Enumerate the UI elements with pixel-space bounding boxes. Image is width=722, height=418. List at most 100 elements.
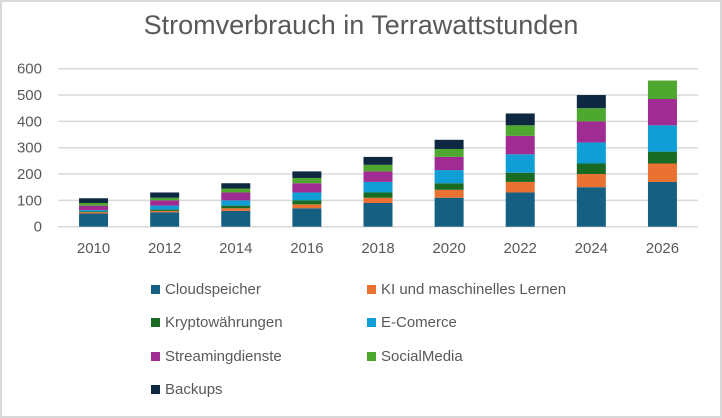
- bar-segment: [576, 95, 606, 109]
- bar-segment: [150, 209, 180, 211]
- bar-segment: [292, 208, 322, 227]
- bar-segment: [221, 205, 251, 209]
- bar-segment: [505, 172, 535, 182]
- bar-segment: [647, 80, 677, 99]
- bar-segment: [434, 139, 464, 150]
- legend-item: Kryptowährungen: [151, 313, 283, 333]
- bar-segment: [576, 108, 606, 122]
- x-tick-label: 2012: [148, 240, 181, 257]
- bar-segment: [576, 142, 606, 164]
- bar-segment: [292, 200, 322, 205]
- bar-segment: [505, 135, 535, 155]
- bar-segment: [363, 203, 393, 227]
- bar-segment: [150, 200, 180, 206]
- legend-label: Backups: [165, 381, 223, 398]
- bar-segment: [363, 164, 393, 172]
- legend-swatch: [151, 318, 160, 327]
- bar-segment: [505, 125, 535, 136]
- bar-segment: [292, 177, 322, 184]
- legend-label: SocialMedia: [381, 347, 463, 365]
- bar-segment: [79, 213, 109, 227]
- bar-segment: [221, 210, 251, 227]
- bar-segment: [576, 163, 606, 175]
- legend-swatch: [151, 385, 160, 394]
- legend-swatch: [367, 284, 376, 294]
- bar-segment: [150, 192, 180, 198]
- legend-item: E-Comerce: [367, 313, 457, 333]
- x-tick-label: 2024: [575, 240, 608, 257]
- legend-swatch: [367, 318, 376, 327]
- bar-segment: [647, 151, 677, 164]
- bar-segment: [221, 208, 251, 211]
- bar-segment: [79, 205, 109, 211]
- x-tick-label: 2014: [219, 240, 252, 257]
- bar-segment: [576, 174, 606, 188]
- legend-label: E-Comerce: [381, 314, 457, 331]
- x-axis-ticks: 2010 2012 2014 2016 2018 2020 2022 2024 2026: [77, 240, 679, 257]
- bar-segment: [647, 125, 677, 152]
- bar-segment: [505, 181, 535, 193]
- bar-segment: [79, 211, 109, 213]
- legend-item: Cloudspeicher: [151, 279, 261, 299]
- bar-segment: [434, 149, 464, 157]
- bar-segment: [221, 183, 251, 189]
- bar-segment: [505, 154, 535, 173]
- bar-segment: [221, 192, 251, 201]
- bar-segment: [434, 156, 464, 171]
- y-tick-label: 200: [17, 166, 42, 183]
- y-tick-label: 300: [17, 140, 42, 157]
- bar-segment: [576, 187, 606, 227]
- y-tick-label: 100: [17, 192, 42, 209]
- bar-segment: [363, 197, 393, 203]
- legend-item: Streamingdienste: [151, 346, 282, 366]
- legend-item: KI und maschinelles Lernen: [367, 279, 566, 299]
- bar-segment: [434, 197, 464, 227]
- y-tick-label: 0: [34, 219, 42, 236]
- x-tick-label: 2020: [432, 240, 465, 257]
- x-tick-label: 2016: [290, 240, 323, 257]
- bar-segment: [150, 212, 180, 227]
- legend-label: KI und maschinelles Lernen: [381, 280, 567, 298]
- y-axis-ticks: 0 100 200 300 400 500 600: [17, 61, 42, 236]
- bar-segment: [647, 163, 677, 182]
- chart-title: Stromverbrauch in Terrawattstunden: [143, 10, 579, 40]
- bar-segment: [79, 210, 109, 212]
- bar-segment: [292, 204, 322, 209]
- legend-label: Cloudspeicher: [165, 280, 261, 298]
- bar-segment: [292, 171, 322, 178]
- bar-segment: [79, 212, 109, 214]
- legend-swatch: [367, 351, 376, 361]
- y-tick-label: 600: [17, 61, 42, 78]
- bar-segment: [647, 98, 677, 126]
- bar-segment: [221, 200, 251, 206]
- legend-swatch: [151, 284, 160, 294]
- bar-segment: [647, 181, 677, 227]
- bar-segment: [363, 156, 393, 165]
- bar-segment: [505, 192, 535, 227]
- bar-segment: [221, 188, 251, 193]
- bar-segment: [150, 210, 180, 213]
- bar-segment: [363, 181, 393, 193]
- y-tick-label: 500: [17, 87, 42, 104]
- bar-segment: [576, 121, 606, 143]
- bar-segment: [505, 113, 535, 126]
- legend-label: Streamingdienste: [165, 347, 282, 365]
- bar-segment: [150, 205, 180, 210]
- bars: [79, 80, 677, 227]
- bar-segment: [292, 192, 322, 201]
- legend-item: Backups: [151, 380, 223, 400]
- bar-segment: [363, 192, 393, 198]
- y-tick-label: 400: [17, 113, 42, 130]
- x-tick-label: 2018: [361, 240, 394, 257]
- legend-item: SocialMedia: [367, 346, 463, 366]
- x-tick-label: 2010: [77, 240, 110, 257]
- bar-segment: [150, 197, 180, 201]
- bar-segment: [79, 203, 109, 206]
- bar-segment: [434, 170, 464, 184]
- x-tick-label: 2026: [646, 240, 679, 257]
- bar-segment: [363, 171, 393, 182]
- bar-segment: [79, 198, 109, 203]
- legend-label: Kryptowährungen: [165, 314, 283, 331]
- bar-segment: [434, 183, 464, 190]
